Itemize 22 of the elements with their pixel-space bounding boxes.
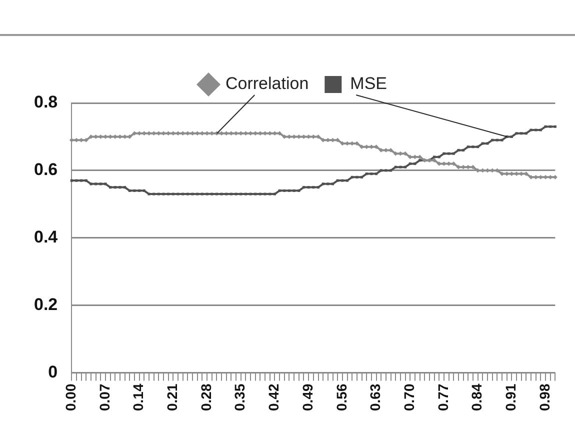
x-tick-label: 0.77 xyxy=(434,384,451,411)
x-tick-label: 0.14 xyxy=(130,384,146,411)
x-tick-label: 0.56 xyxy=(333,384,350,411)
x-tick-label: 0.63 xyxy=(367,384,384,411)
x-tick-label: 0.28 xyxy=(198,384,214,411)
y-tick-label: 0.8 xyxy=(34,92,58,112)
x-tick-label: 0.49 xyxy=(299,384,316,411)
legend-label: MSE xyxy=(350,74,387,94)
x-tick-label: 0.21 xyxy=(164,384,180,411)
x-tick-label: 0.07 xyxy=(96,384,112,411)
y-tick-label: 0.4 xyxy=(34,228,58,247)
x-tick-label: 0.98 xyxy=(536,384,552,411)
x-tick-label: 0.00 xyxy=(62,384,78,411)
x-tick-label: 0.35 xyxy=(232,384,248,411)
x-tick-label: 0.91 xyxy=(502,384,519,411)
y-tick-label: 0.6 xyxy=(34,160,58,180)
x-tick-label: 0.42 xyxy=(266,384,282,411)
x-tick-label: 0.84 xyxy=(468,384,485,411)
legend-label: Correlation xyxy=(226,74,309,94)
x-tick-label: 0.70 xyxy=(400,384,417,411)
y-tick-label: 0 xyxy=(48,362,58,382)
y-tick-label: 0.2 xyxy=(34,295,58,314)
